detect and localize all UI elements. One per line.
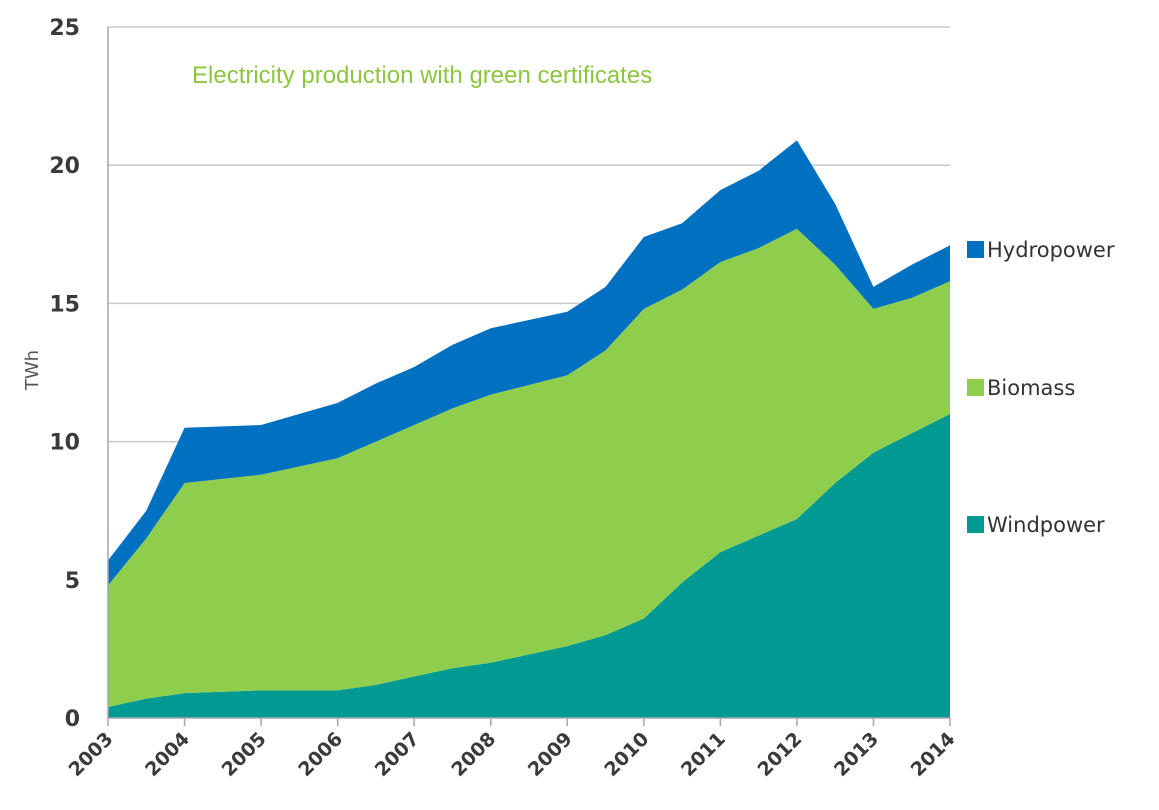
area-biomass bbox=[108, 228, 950, 707]
area-windpower bbox=[108, 413, 950, 718]
legend: Hydropower Biomass Windpower bbox=[967, 238, 1115, 537]
x-tick-2008: 2008 bbox=[447, 728, 500, 781]
x-tick-2006: 2006 bbox=[294, 728, 347, 781]
x-tick-2010: 2010 bbox=[600, 728, 653, 781]
axes bbox=[107, 27, 950, 719]
legend-swatch-windpower bbox=[967, 516, 984, 533]
legend-swatch-hydropower bbox=[967, 241, 984, 258]
legend-label-windpower: Windpower bbox=[987, 513, 1105, 537]
area-layer bbox=[108, 140, 950, 718]
y-tick-labels: 0 5 10 15 20 25 bbox=[49, 16, 80, 732]
y-tick-25: 25 bbox=[49, 16, 80, 41]
x-tick-2005: 2005 bbox=[218, 728, 271, 781]
y-tick-15: 15 bbox=[49, 292, 80, 317]
area-hydropower bbox=[108, 140, 950, 586]
legend-swatch-biomass bbox=[967, 379, 984, 396]
y-axis-label: TWh bbox=[22, 350, 43, 391]
x-tick-2004: 2004 bbox=[141, 728, 194, 781]
legend-label-hydropower: Hydropower bbox=[987, 238, 1115, 262]
x-tick-2003: 2003 bbox=[65, 728, 118, 781]
x-tick-2009: 2009 bbox=[524, 728, 577, 781]
legend-label-biomass: Biomass bbox=[987, 376, 1075, 400]
x-tick-2013: 2013 bbox=[830, 728, 883, 781]
y-tick-10: 10 bbox=[49, 431, 80, 456]
x-tick-labels: 2003 2004 2005 2006 2007 2008 2009 2010 2011 2012… bbox=[65, 718, 960, 781]
x-tick-2014: 2014 bbox=[907, 728, 960, 781]
x-tick-2007: 2007 bbox=[371, 728, 424, 781]
x-tick-2012: 2012 bbox=[753, 728, 806, 781]
chart-title: Electricity production with green certif… bbox=[192, 62, 652, 89]
y-tick-20: 20 bbox=[49, 154, 80, 179]
y-tick-5: 5 bbox=[65, 569, 80, 594]
y-tick-0: 0 bbox=[65, 707, 80, 732]
x-tick-2011: 2011 bbox=[677, 728, 730, 781]
